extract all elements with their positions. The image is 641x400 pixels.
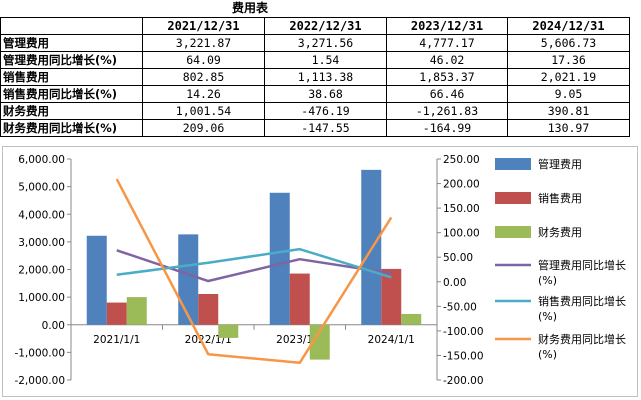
- row-label: 财务费用: [0, 102, 143, 120]
- left-tick-label: 2,000.00: [18, 265, 65, 277]
- table-cell: 14.26: [142, 85, 265, 103]
- left-tick-label: 6,000.00: [18, 154, 65, 166]
- left-tick-label: 1,000.00: [18, 292, 65, 304]
- bar-1: [106, 302, 127, 325]
- column-header: 2024/12/31: [507, 17, 630, 35]
- bar-0: [178, 234, 199, 325]
- left-tick-label: 0.00: [42, 320, 65, 332]
- line-series-2: [115, 178, 393, 365]
- bar-2: [126, 297, 147, 325]
- right-tick-label: -100.00: [443, 326, 484, 338]
- table-cell: 3,221.87: [142, 34, 265, 52]
- table-row: 财务费用 1,001.54 -476.19 -1,261.83 390.81: [0, 102, 630, 120]
- table-cell: 4,777.17: [386, 34, 508, 52]
- column-header: 2023/12/31: [386, 17, 508, 35]
- right-tick-label: 100.00: [443, 228, 480, 240]
- right-tick-label: 200.00: [443, 179, 480, 191]
- bar-1: [198, 293, 219, 325]
- right-tick-label: -200.00: [443, 375, 484, 387]
- table-cell: 46.02: [386, 51, 508, 69]
- category-label: 2021/1/1: [93, 334, 140, 346]
- bar-2: [401, 313, 422, 325]
- bar-2: [309, 324, 330, 360]
- table-row: 管理费用同比增长(%) 64.09 1.54 46.02 17.36: [0, 51, 630, 69]
- legend-swatch-bar: [495, 192, 531, 204]
- right-tick-label: 150.00: [443, 203, 480, 215]
- row-label: 销售费用: [0, 68, 143, 86]
- legend-label-unit: (%): [538, 310, 557, 323]
- table-cell: -476.19: [264, 102, 387, 120]
- left-tick-label: 5,000.00: [18, 182, 65, 194]
- table-row: 财务费用同比增长(%) 209.06 -147.55 -164.99 130.9…: [0, 119, 630, 137]
- table-cell: 130.97: [507, 119, 630, 137]
- category-label: 2024/1/1: [368, 334, 415, 346]
- row-label: 管理费用同比增长(%): [0, 51, 143, 69]
- legend-label-unit: (%): [538, 348, 557, 361]
- legend-label: 管理费用: [538, 157, 582, 171]
- combo-chart: -2,000.00 -1,000.00 0.00 1,000.00 2,000.00 3,…: [14, 154, 626, 387]
- right-tick-label: 50.00: [443, 252, 473, 264]
- row-label: 管理费用: [0, 34, 143, 52]
- right-tick-label: -150.00: [443, 350, 484, 362]
- table-cell: 802.85: [142, 68, 265, 86]
- table-cell: -147.55: [264, 119, 387, 137]
- column-header: 2021/12/31: [142, 17, 265, 35]
- table-cell: 38.68: [264, 85, 387, 103]
- bar-0: [86, 235, 107, 325]
- table-cell: 1,113.38: [264, 68, 387, 86]
- table-cell: 17.36: [507, 51, 630, 69]
- bar-2: [218, 324, 239, 338]
- row-label: 财务费用同比增长(%): [0, 119, 143, 137]
- table-cell: 1,001.54: [142, 102, 265, 120]
- table-cell: -164.99: [386, 119, 508, 137]
- table-cell: 1,853.37: [386, 68, 508, 86]
- header-blank-cell: [0, 17, 143, 35]
- table-cell: -1,261.83: [386, 102, 508, 120]
- legend-label: 管理费用同比增长: [538, 258, 626, 272]
- table-row: 管理费用 3,221.87 3,271.56 4,777.17 5,606.73: [0, 34, 630, 52]
- table-cell: 390.81: [507, 102, 630, 120]
- table-row: 销售费用同比增长(%) 14.26 38.68 66.46 9.05: [0, 85, 630, 103]
- column-header: 2022/12/31: [264, 17, 387, 35]
- table-cell: 9.05: [507, 85, 630, 103]
- legend-swatch-bar: [495, 226, 531, 238]
- legend-label: 销售费用同比增长: [538, 294, 626, 308]
- legend-label-unit: (%): [538, 274, 557, 287]
- legend-swatch-bar: [495, 158, 531, 170]
- table-cell: 5,606.73: [507, 34, 630, 52]
- table-cell: 66.46: [386, 85, 508, 103]
- left-tick-label: -2,000.00: [14, 375, 65, 387]
- legend-label: 财务费用同比增长: [538, 332, 626, 346]
- table-title: 费用表: [231, 1, 268, 15]
- left-tick-label: 4,000.00: [18, 209, 65, 221]
- right-tick-label: -50.00: [443, 301, 477, 313]
- table-cell: 64.09: [142, 51, 265, 69]
- legend-label: 销售费用: [538, 191, 582, 205]
- table-cell: 1.54: [264, 51, 387, 69]
- table-header-row: 2021/12/31 2022/12/31 2023/12/31 2024/12…: [0, 17, 630, 35]
- left-tick-label: 3,000.00: [18, 237, 65, 249]
- right-tick-label: 250.00: [443, 154, 480, 166]
- row-label: 销售费用同比增长(%): [0, 85, 143, 103]
- bar-1: [289, 273, 310, 325]
- table-cell: 209.06: [142, 119, 265, 137]
- legend-label: 财务费用: [538, 225, 582, 239]
- left-tick-label: -1,000.00: [14, 347, 65, 359]
- table-cell: 3,271.56: [264, 34, 387, 52]
- table-row: 销售费用 802.85 1,113.38 1,853.37 2,021.19: [0, 68, 630, 86]
- bar-1: [381, 268, 402, 325]
- bar-0: [269, 192, 290, 325]
- expense-table: 2021/12/31 2022/12/31 2023/12/31 2024/12…: [0, 17, 630, 137]
- chart-area: -2,000.00 -1,000.00 0.00 1,000.00 2,000.00 3,…: [2, 146, 638, 397]
- table-cell: 2,021.19: [507, 68, 630, 86]
- right-tick-label: 0.00: [443, 277, 466, 289]
